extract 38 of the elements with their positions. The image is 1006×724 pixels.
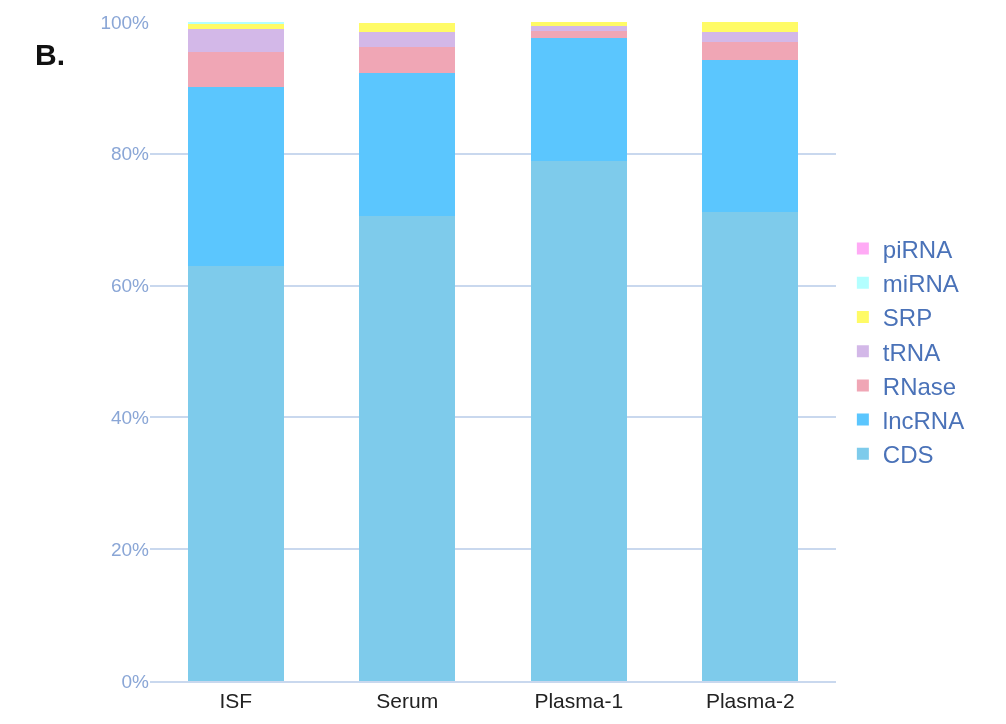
bar [359,216,456,681]
x-tick-label: Plasma-2 [705,688,795,712]
bar [530,22,627,26]
bar [359,47,456,73]
bar [702,31,799,43]
legend-label: miRNA [882,270,959,298]
legend-label: lncRNA [882,406,965,434]
bar [530,38,627,162]
y-tick-label: 60% [110,275,150,297]
legend-label: RNase [882,372,957,400]
legend-label: CDS [882,441,934,469]
bar [187,28,284,52]
legend-label: tRNA [882,338,941,366]
x-tick-label: Plasma-1 [534,688,624,712]
bar [187,265,284,681]
y-tick-label: 100% [100,11,150,33]
bar [359,31,456,48]
bar [187,51,284,87]
bar [530,31,627,39]
bar [187,86,284,266]
y-tick-label: 80% [110,143,150,165]
x-tick-label: Serum [376,688,439,712]
text: B. [35,38,65,71]
y-tick-label: 0% [121,670,150,692]
x-tick-label: ISF [219,688,253,712]
bar [702,60,799,213]
bar [359,22,456,32]
legend-label: piRNA [882,235,953,263]
bar [702,22,799,32]
bar [359,72,456,217]
bar [530,161,627,681]
bar [702,42,799,61]
bar [530,25,627,32]
legend-label: SRP [882,304,933,332]
bar [702,212,799,681]
bar [187,23,284,29]
y-tick-label: 20% [110,538,150,560]
y-tick-label: 40% [110,407,150,429]
